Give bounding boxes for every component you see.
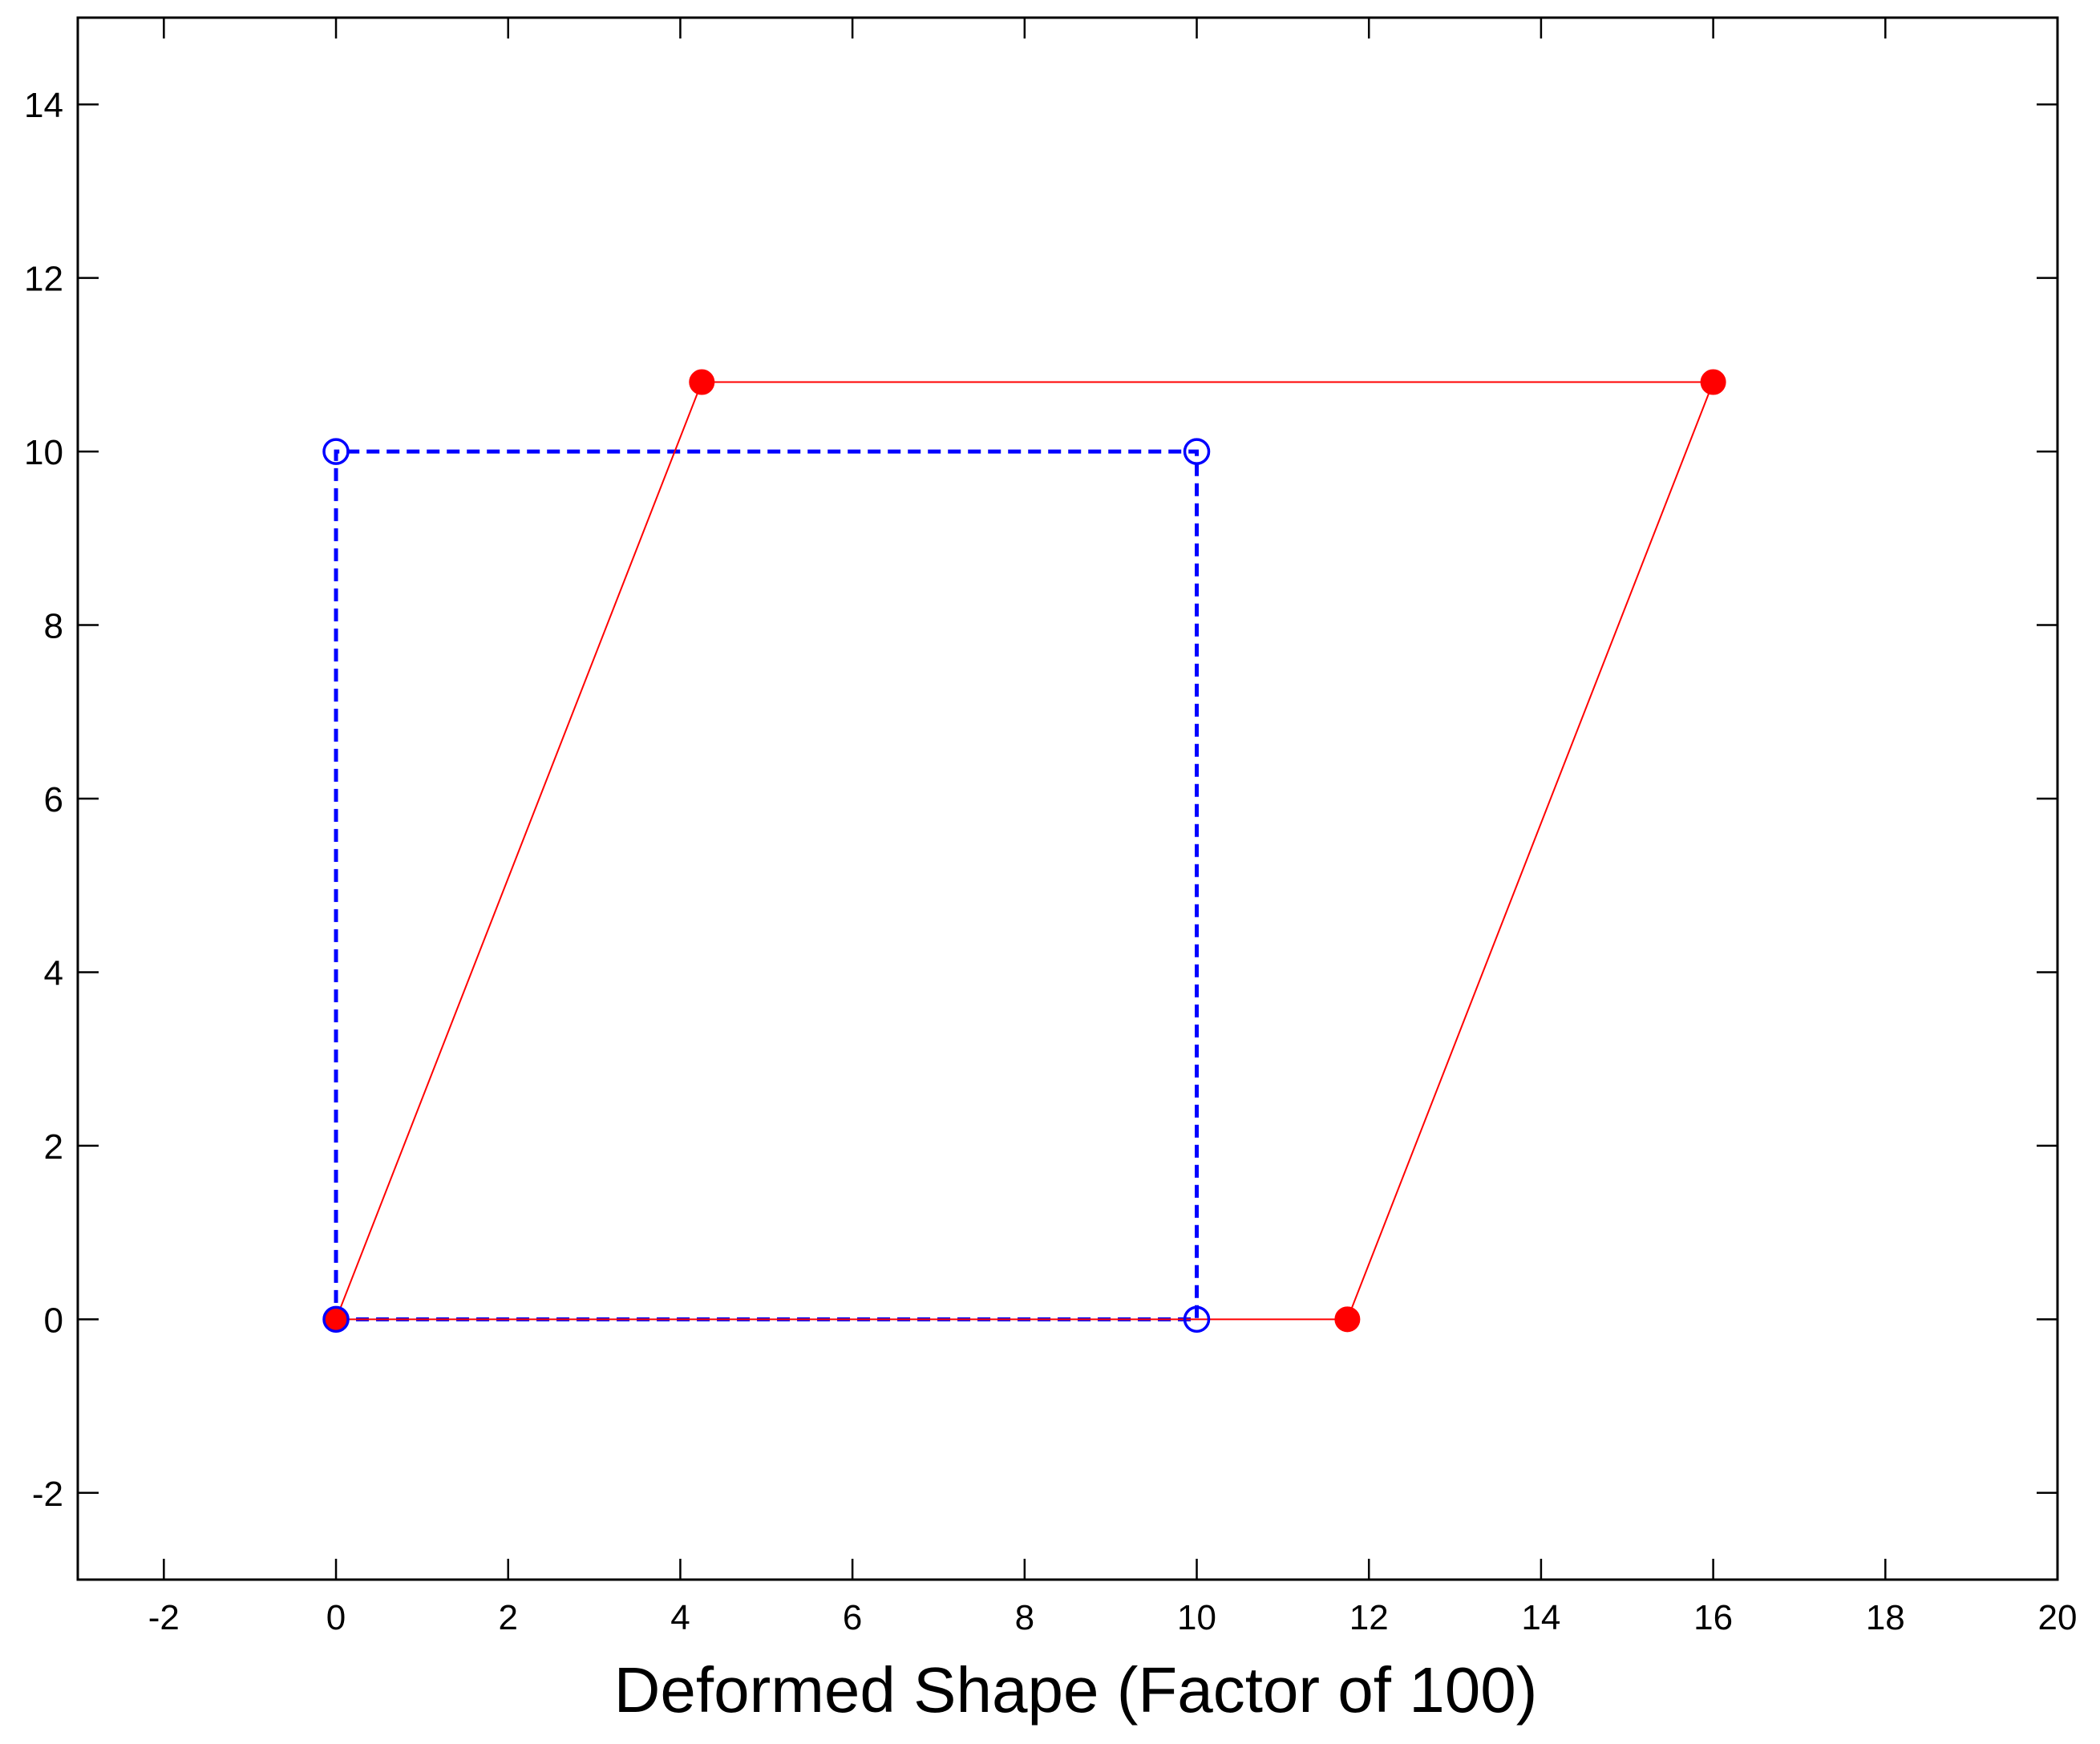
x-tick-label: 14 <box>1521 1598 1560 1637</box>
series-2-point <box>1334 1306 1361 1333</box>
x-tick-label: 18 <box>1866 1598 1905 1637</box>
x-tick-label: 2 <box>498 1598 517 1637</box>
y-tick-label: 12 <box>24 260 63 299</box>
x-tick-label: 10 <box>1177 1598 1216 1637</box>
series-1-point <box>322 438 350 465</box>
y-tick-label: 0 <box>44 1301 63 1340</box>
series-2-point <box>689 369 715 395</box>
y-tick-label: 6 <box>44 780 63 819</box>
x-tick-label: 0 <box>326 1598 346 1637</box>
series-1-point <box>1183 1305 1211 1333</box>
series-1-point <box>322 1305 350 1333</box>
series-1-point <box>1183 438 1211 465</box>
y-tick-label: 10 <box>24 433 63 472</box>
x-tick-label: 16 <box>1693 1598 1733 1637</box>
x-tick-label: 6 <box>843 1598 862 1637</box>
y-tick-label: 4 <box>44 953 63 993</box>
series-layer <box>322 369 1726 1333</box>
x-tick-label: 8 <box>1015 1598 1034 1637</box>
x-axis-label: Deformed Shape (Factor of 100) <box>614 1654 1538 1726</box>
y-tick-label: -2 <box>32 1475 63 1514</box>
y-tick-label: 2 <box>44 1127 63 1167</box>
y-tick-label: 8 <box>44 607 63 646</box>
x-tick-label: 12 <box>1349 1598 1389 1637</box>
x-tick-label: -2 <box>148 1598 180 1637</box>
y-tick-label: 14 <box>24 86 63 125</box>
plot-frame <box>76 16 2059 1581</box>
x-tick-label: 4 <box>670 1598 690 1637</box>
x-tick-label: 20 <box>2038 1598 2078 1637</box>
series-2-point <box>1700 369 1726 395</box>
ticks-layer: -2 0 2 4 6 8 10 12 14 16 18 20 -2 0 2 4 6 8 10 12 14 <box>24 18 2077 1637</box>
